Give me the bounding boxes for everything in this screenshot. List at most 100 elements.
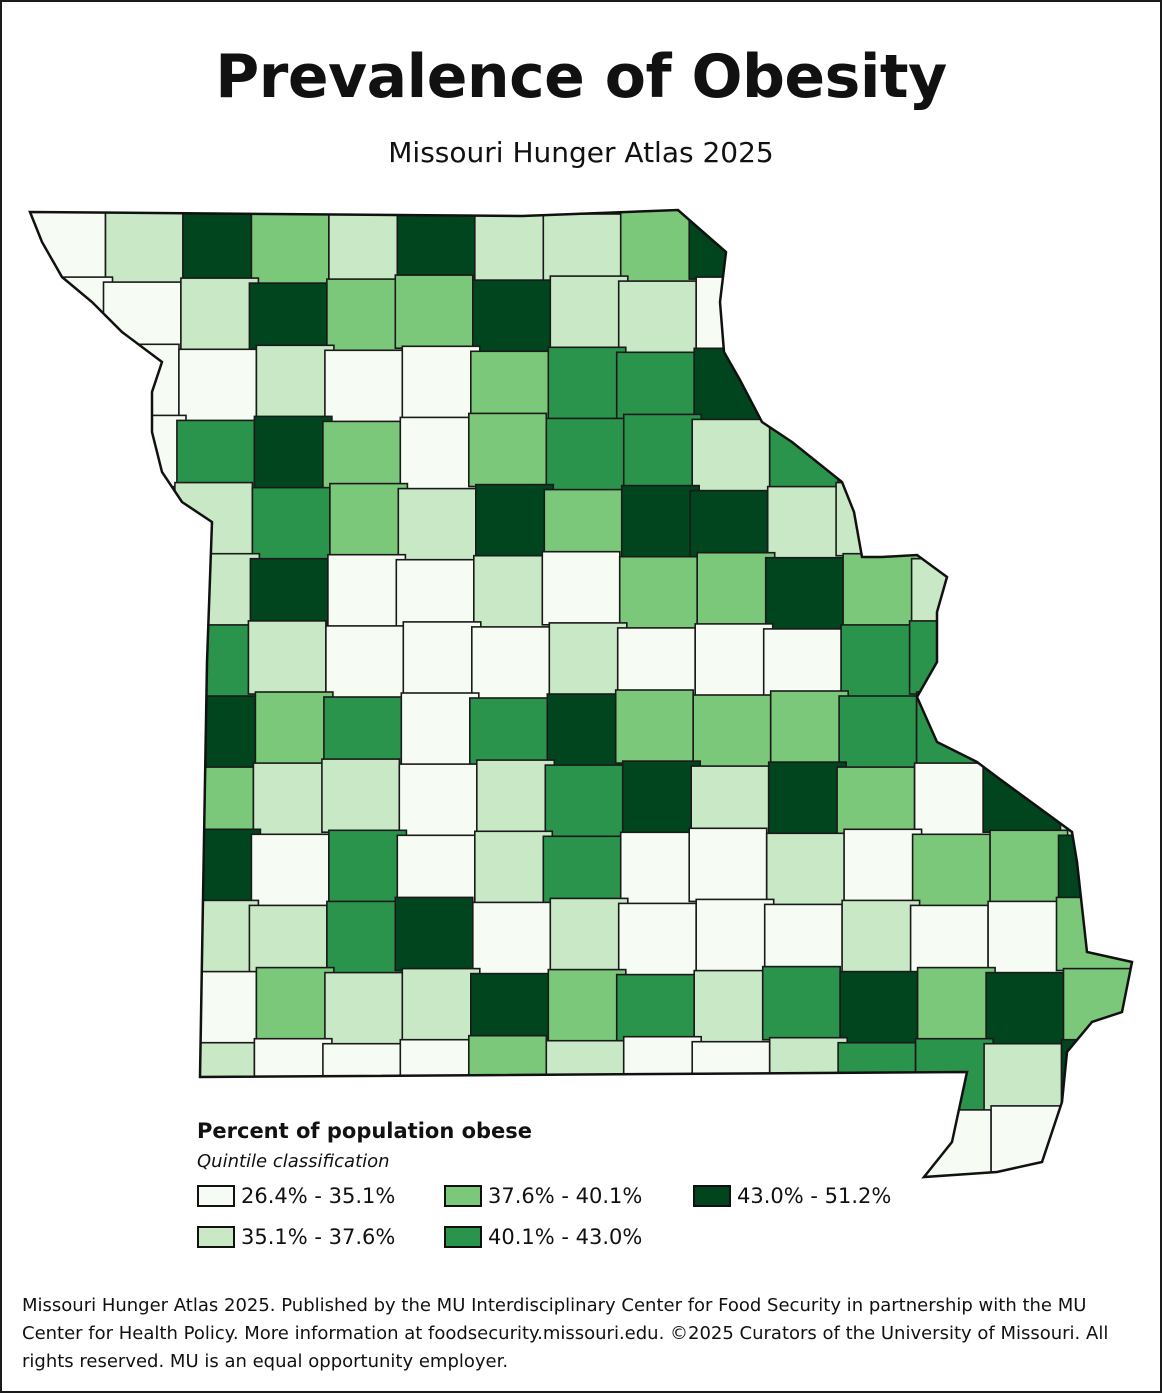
- county-polygon: [695, 276, 775, 352]
- county-polygon: [252, 762, 332, 837]
- county-polygon: [181, 552, 261, 628]
- county-polygon: [32, 969, 112, 1045]
- county-polygon: [30, 418, 110, 494]
- county-polygon: [843, 828, 923, 904]
- county-polygon: [767, 761, 848, 836]
- county-polygon: [912, 486, 992, 562]
- county-polygon: [914, 1037, 994, 1113]
- county-polygon: [180, 899, 260, 975]
- county-polygon: [761, 965, 842, 1041]
- county-polygon: [620, 484, 701, 560]
- county-polygon: [688, 827, 768, 903]
- county-polygon: [471, 901, 552, 977]
- county-polygon: [842, 552, 922, 628]
- county-polygon: [472, 554, 553, 630]
- legend-label-class-3: 37.6% - 40.1%: [488, 1184, 643, 1208]
- county-polygon: [547, 968, 627, 1044]
- county-polygon: [909, 282, 989, 358]
- county-polygon: [690, 765, 770, 840]
- county-polygon: [254, 691, 334, 766]
- legend-label-class-4: 40.1% - 43.0%: [488, 1225, 643, 1249]
- map-title: Prevalence of Obesity: [215, 42, 947, 112]
- county-polygon: [325, 625, 405, 700]
- legend-swatch-class-4: [444, 1226, 482, 1248]
- county-polygon: [178, 348, 258, 424]
- county-polygon: [691, 418, 771, 494]
- county-polygon: [911, 211, 991, 286]
- map-legend: Percent of population obese Quintile cla…: [197, 1119, 957, 1264]
- credit-text: Missouri Hunger Atlas 2025. Published by…: [22, 1295, 1109, 1372]
- legend-item-class-3: 37.6% - 40.1%: [444, 1184, 642, 1208]
- county-polygon: [178, 970, 258, 1046]
- county-polygon: [250, 833, 330, 909]
- county-polygon: [30, 210, 107, 280]
- county-polygon: [467, 412, 548, 488]
- county-polygon: [34, 898, 114, 974]
- county-polygon: [107, 1036, 187, 1112]
- legend-swatch-class-5: [693, 1185, 731, 1207]
- legend-item-class-5: 43.0% - 51.2%: [693, 1184, 891, 1208]
- county-polygon: [1061, 692, 1132, 767]
- county-polygon: [467, 1034, 548, 1110]
- legend-swatch-class-2: [197, 1226, 235, 1248]
- county-polygon: [105, 1108, 185, 1177]
- county-polygon: [696, 551, 776, 627]
- county-polygon: [1057, 212, 1132, 287]
- county-polygon: [614, 689, 695, 764]
- county-polygon: [839, 970, 919, 1046]
- county-polygon: [30, 827, 107, 903]
- county-polygon: [984, 696, 1064, 771]
- county-polygon: [470, 626, 551, 701]
- county-polygon: [255, 344, 335, 420]
- county-polygon: [1059, 763, 1132, 838]
- county-polygon: [916, 344, 996, 420]
- county-polygon: [989, 829, 1069, 905]
- county-polygon: [839, 348, 919, 424]
- county-polygon: [617, 280, 698, 356]
- county-polygon: [177, 695, 257, 770]
- county-polygon: [329, 482, 409, 558]
- county-polygon: [693, 347, 773, 423]
- county-polygon: [1062, 345, 1132, 421]
- county-polygon: [394, 274, 474, 350]
- county-layer: [30, 210, 1132, 1177]
- county-polygon: [33, 623, 113, 698]
- county-polygon: [836, 766, 916, 841]
- county-polygon: [985, 971, 1065, 1047]
- county-polygon: [615, 351, 696, 427]
- county-polygon: [763, 903, 844, 979]
- legend-label-class-2: 35.1% - 37.6%: [241, 1225, 396, 1249]
- county-polygon: [248, 904, 328, 980]
- county-polygon: [548, 622, 628, 697]
- county-polygon: [401, 967, 481, 1043]
- county-polygon: [840, 624, 920, 699]
- county-polygon: [108, 690, 188, 765]
- county-polygon: [473, 210, 554, 283]
- county-polygon: [616, 627, 697, 702]
- county-polygon: [549, 275, 629, 351]
- legend-label-class-5: 43.0% - 51.2%: [737, 1184, 892, 1208]
- county-polygon: [1060, 1038, 1132, 1114]
- county-polygon: [324, 971, 404, 1047]
- county-polygon: [100, 965, 180, 1041]
- county-polygon: [1055, 274, 1132, 350]
- county-polygon: [989, 210, 1069, 282]
- legend-item-class-2: 35.1% - 37.6%: [197, 1225, 395, 1249]
- county-polygon: [916, 966, 996, 1042]
- county-polygon: [105, 485, 185, 561]
- county-polygon: [1063, 621, 1132, 696]
- county-polygon: [542, 835, 622, 911]
- county-polygon: [843, 210, 923, 281]
- county-polygon: [394, 896, 474, 972]
- county-polygon: [914, 415, 994, 491]
- county-polygon: [397, 487, 477, 563]
- county-polygon: [469, 350, 550, 426]
- county-polygon: [176, 419, 256, 495]
- county-polygon: [546, 693, 626, 768]
- county-polygon: [31, 694, 111, 769]
- county-polygon: [621, 760, 702, 835]
- legend-label-class-1: 26.4% - 35.1%: [241, 1184, 396, 1208]
- county-polygon: [1056, 558, 1132, 634]
- county-polygon: [838, 695, 918, 770]
